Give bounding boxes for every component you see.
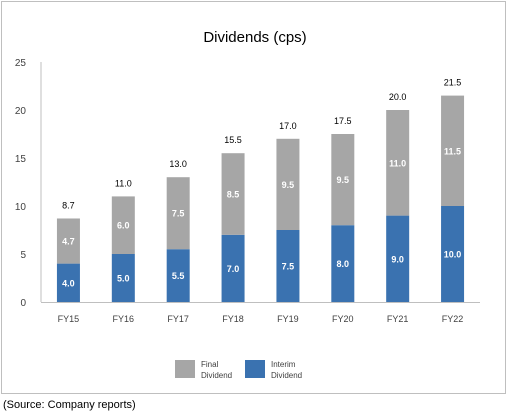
legend-label-final-line1: Final [201, 360, 219, 369]
y-tick-label: 10 [15, 202, 27, 213]
x-tick-label: FY19 [277, 314, 299, 324]
total-label: 17.0 [279, 121, 297, 131]
data-label: 7.5 [282, 262, 295, 272]
y-tick-label: 25 [15, 58, 27, 69]
data-label: 7.5 [172, 209, 185, 219]
legend-label-interim-line1: Interim [271, 360, 296, 369]
bar-final [221, 153, 245, 235]
x-tick-label: FY17 [167, 314, 189, 324]
y-axis-ticks: 0 5 10 15 20 25 [15, 58, 27, 309]
legend-label-final-line2: Dividend [201, 371, 232, 380]
data-label: 4.0 [62, 278, 75, 288]
bar-interim [386, 215, 410, 302]
total-label: 8.7 [62, 200, 75, 210]
legend-label-interim-line2: Dividend [271, 371, 302, 380]
chart-title: Dividends (cps) [203, 29, 306, 46]
source-note: (Source: Company reports) [3, 399, 136, 411]
chart-frame [1, 1, 506, 394]
total-label: 21.5 [444, 78, 462, 88]
total-label: 15.5 [224, 135, 242, 145]
bar-final [441, 95, 465, 206]
y-tick-label: 0 [20, 298, 26, 309]
data-label: 8.0 [337, 259, 350, 269]
data-label: 6.0 [117, 221, 130, 231]
x-tick-label: FY18 [222, 314, 244, 324]
bar-interim [111, 254, 135, 302]
x-axis-ticks: FY15 FY16 FY17 FY18 FY19 FY20 FY21 FY22 [58, 314, 464, 324]
bar-final [331, 134, 355, 226]
data-label: 9.0 [391, 254, 404, 264]
data-label: 4.7 [62, 237, 75, 247]
x-tick-label: FY20 [332, 314, 354, 324]
bar-interim [276, 230, 300, 302]
x-tick-label: FY15 [58, 314, 80, 324]
bar-final [56, 218, 80, 264]
total-label: 20.0 [389, 92, 407, 102]
data-label: 5.0 [117, 274, 130, 284]
bar-final [386, 110, 410, 216]
data-label: 11.0 [389, 158, 406, 168]
data-label: 11.5 [444, 146, 461, 156]
x-tick-label: FY22 [442, 314, 464, 324]
x-tick-label: FY21 [387, 314, 409, 324]
data-label: 5.5 [172, 271, 185, 281]
legend-swatch-final [175, 360, 195, 378]
y-tick-label: 5 [20, 250, 26, 261]
bar-final [276, 138, 300, 230]
bar-interim [166, 249, 190, 302]
legend-swatch-interim [245, 360, 265, 378]
bar-interim [441, 206, 465, 302]
x-tick-label: FY16 [113, 314, 135, 324]
y-tick-label: 20 [15, 106, 27, 117]
data-label: 8.5 [227, 190, 240, 200]
legend: Final Dividend Interim Dividend [175, 360, 302, 380]
data-label: 10.0 [444, 250, 462, 260]
bar-interim [221, 234, 245, 302]
total-label: 13.0 [169, 159, 187, 169]
bar-final [111, 196, 135, 254]
y-tick-label: 15 [15, 154, 27, 165]
data-label: 9.5 [282, 180, 295, 190]
data-label: 7.0 [227, 264, 240, 274]
total-label: 11.0 [115, 178, 132, 188]
bar-interim [331, 225, 355, 302]
data-label: 9.5 [337, 175, 350, 185]
bar-final [166, 177, 190, 250]
bars: 4.0 4.7 8.7 5.0 6.0 11.0 5.5 7.5 13.0 7.0 8.5 15.5 7… [56, 78, 465, 302]
bar-interim [56, 263, 80, 302]
total-label: 17.5 [334, 116, 352, 126]
